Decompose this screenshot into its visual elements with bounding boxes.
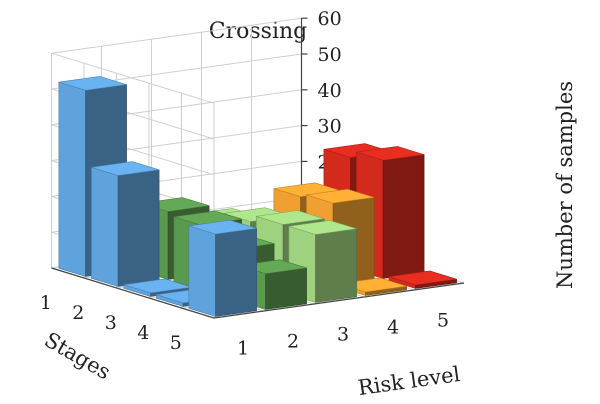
z-tick-label: 60 xyxy=(318,8,342,30)
bar-top-face xyxy=(256,210,325,225)
z-tick-label: 40 xyxy=(318,80,342,102)
axes: 01020304050601234512345 xyxy=(40,8,465,360)
y-axis-label: Stages xyxy=(40,328,114,385)
x-tick-label: 2 xyxy=(287,331,299,353)
bar xyxy=(91,161,160,287)
bar-left-face xyxy=(91,166,119,287)
bar-left-face xyxy=(58,81,86,277)
bar xyxy=(288,220,357,303)
x-tick-label: 5 xyxy=(437,310,449,332)
z-axis-label: Number of samples xyxy=(553,81,577,289)
z-tick-label: 30 xyxy=(318,116,342,138)
bar xyxy=(188,219,257,317)
bar-top-face xyxy=(356,146,425,161)
x-axis xyxy=(213,282,465,319)
bar-left-face xyxy=(188,225,216,317)
y-tick-label: 4 xyxy=(137,322,149,344)
bar-front-face xyxy=(315,228,357,303)
chart-title: Crossing xyxy=(209,19,307,44)
x-tick-label: 1 xyxy=(237,338,249,360)
x-tick-label: 3 xyxy=(337,324,349,346)
bar-top-face xyxy=(91,161,160,176)
bar xyxy=(388,270,457,289)
z-tick-label: 50 xyxy=(318,44,342,66)
y-axis xyxy=(51,267,215,319)
bar-front-face xyxy=(117,169,160,287)
x-axis-label: Risk level xyxy=(356,362,461,400)
bar-front-face xyxy=(265,267,307,310)
bar-front-face xyxy=(215,228,257,317)
x-tick-label: 4 xyxy=(387,317,399,339)
bar-top-face xyxy=(306,188,375,204)
bar-top-face xyxy=(188,219,257,235)
bar-front-face xyxy=(382,154,425,279)
bar-top-face xyxy=(388,270,457,286)
y-tick-label: 3 xyxy=(105,312,117,334)
bar-top-face xyxy=(288,220,357,235)
bar-top-face xyxy=(58,76,127,91)
y-tick-label: 1 xyxy=(40,292,52,314)
bars xyxy=(58,76,457,317)
y-tick-label: 5 xyxy=(170,332,182,354)
y-tick-label: 2 xyxy=(72,302,84,324)
